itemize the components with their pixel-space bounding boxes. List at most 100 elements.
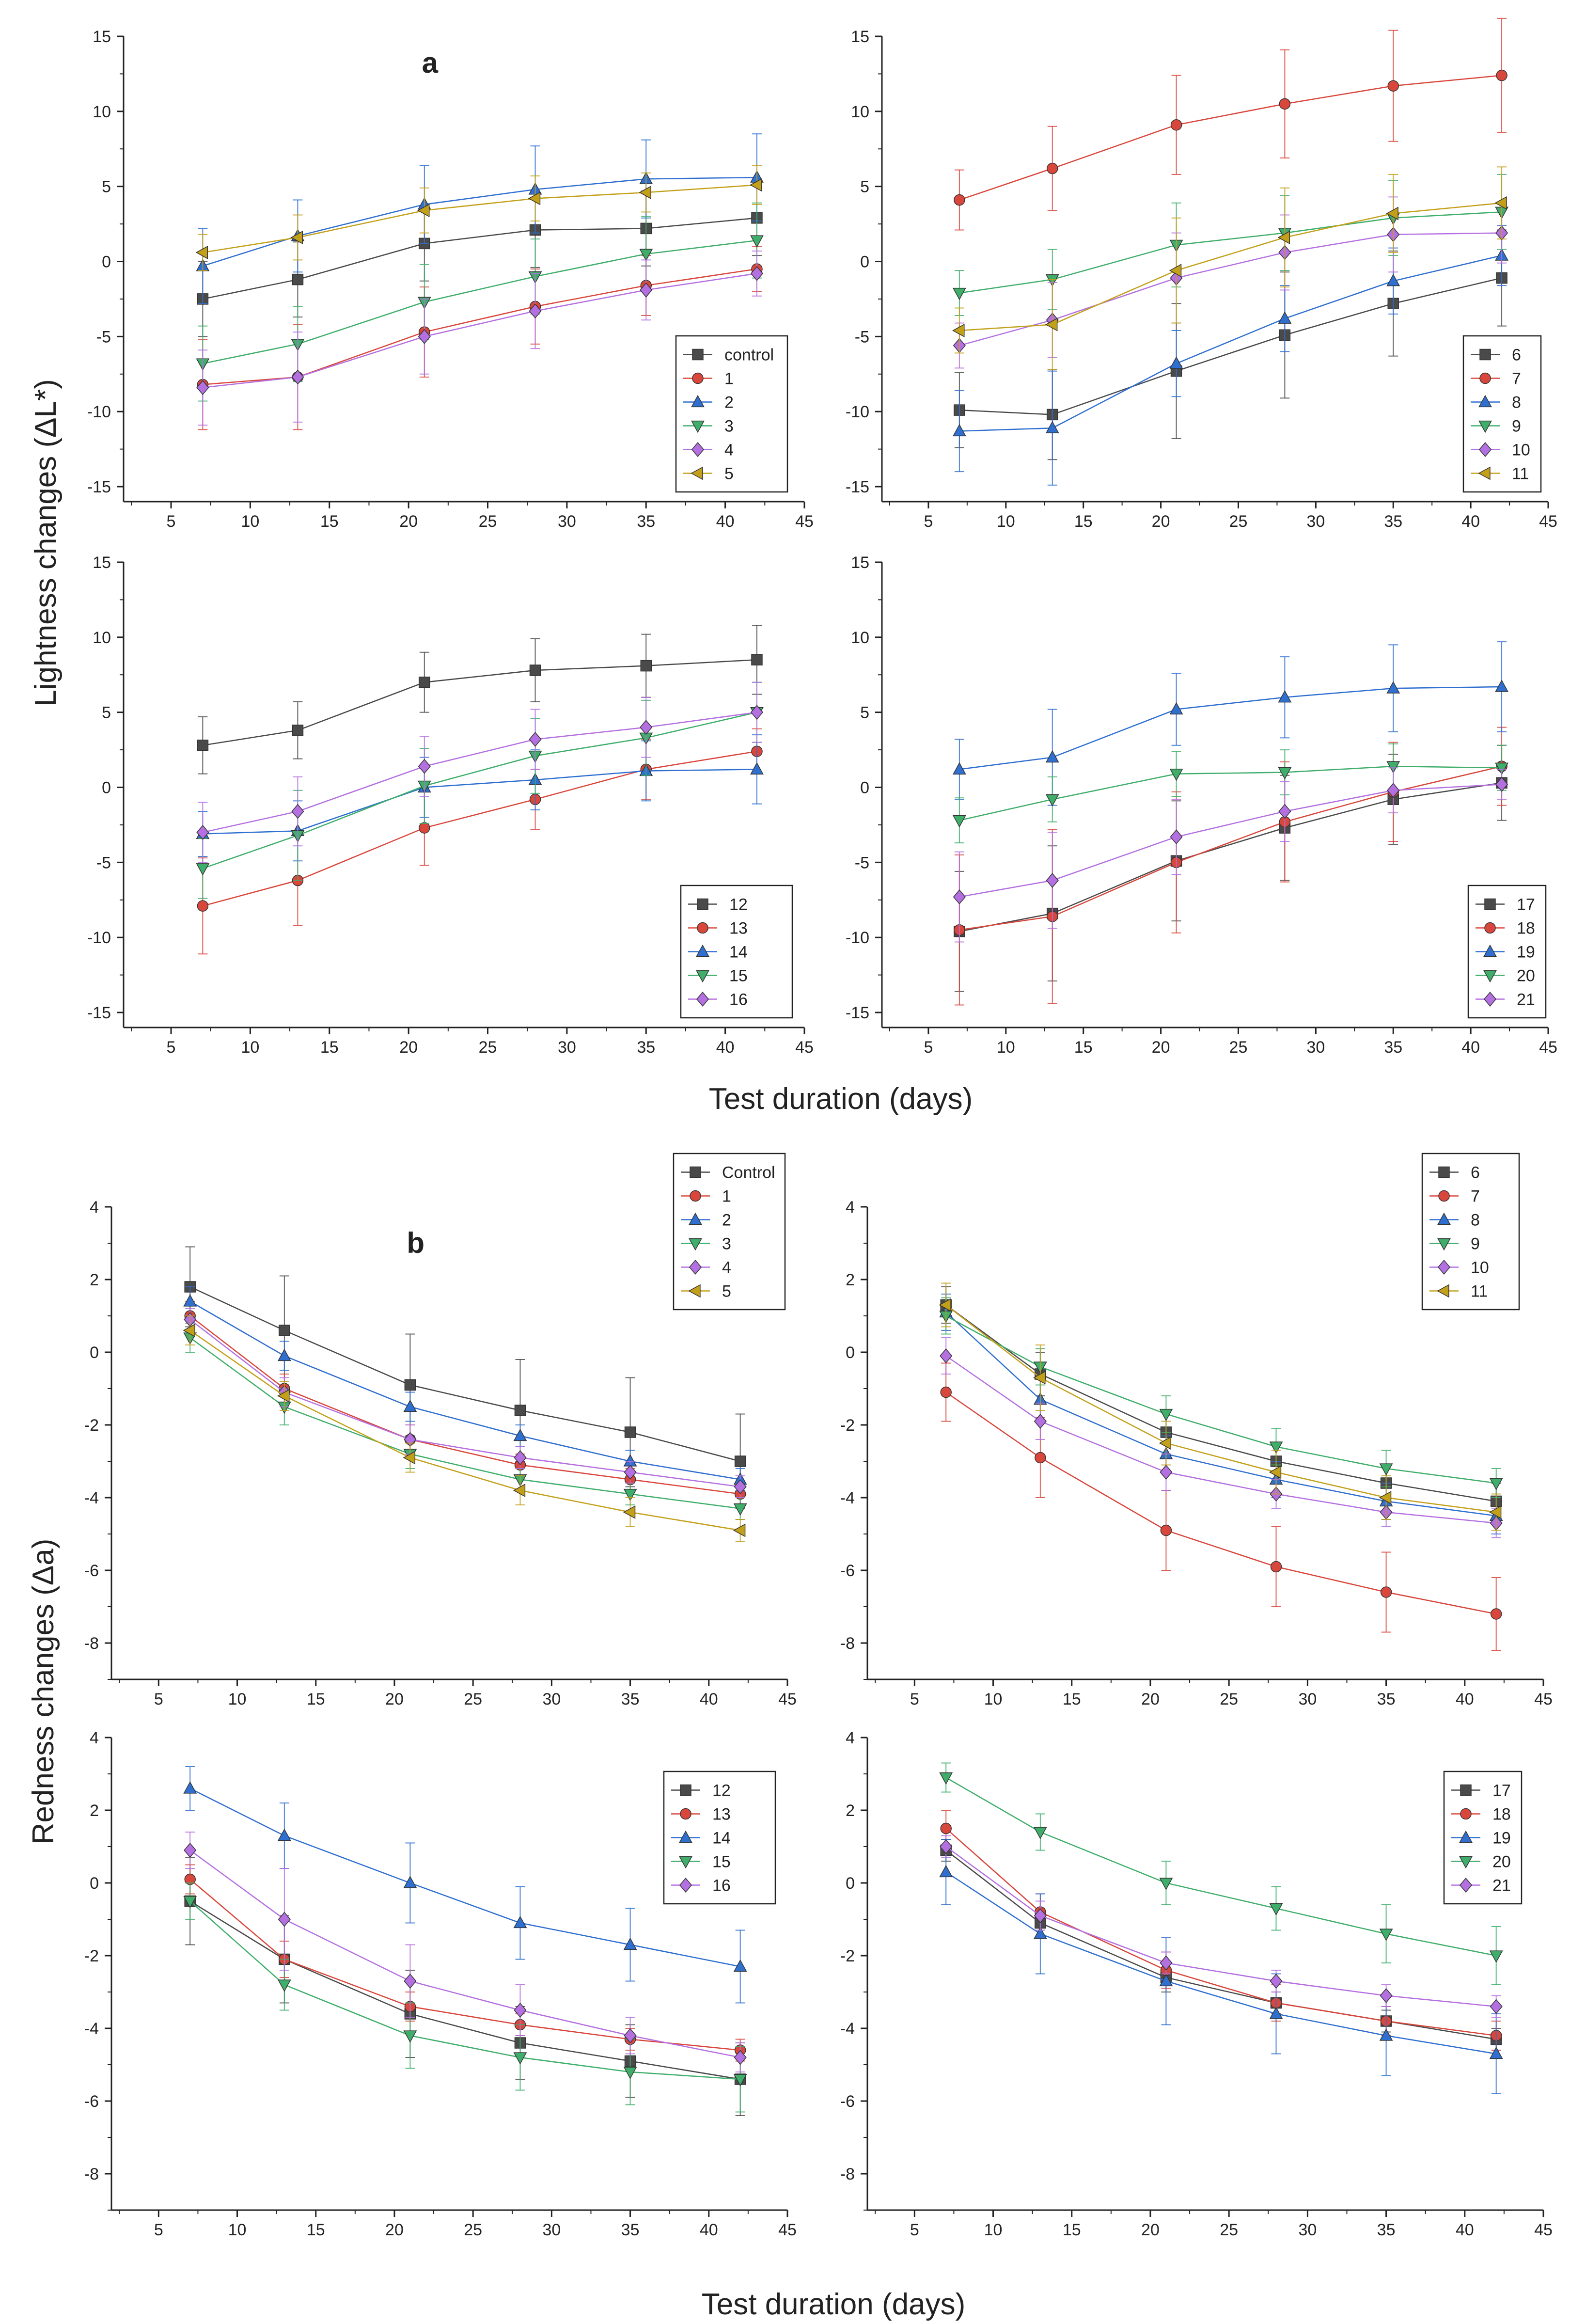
data-point bbox=[183, 1781, 197, 1794]
x-tick-label: 30 bbox=[1306, 512, 1325, 531]
x-tick-label: 10 bbox=[984, 2221, 1003, 2239]
data-point bbox=[529, 664, 541, 676]
data-point bbox=[419, 822, 430, 834]
legend-marker bbox=[1478, 466, 1491, 480]
series-line bbox=[203, 239, 757, 364]
data-point bbox=[404, 1974, 417, 1989]
x-tick-label: 20 bbox=[385, 1690, 404, 1708]
data-point bbox=[1033, 1371, 1046, 1385]
data-point bbox=[514, 1405, 526, 1416]
data-point bbox=[1045, 750, 1059, 763]
series-line bbox=[959, 765, 1502, 931]
data-point bbox=[623, 1937, 637, 1950]
x-tick-label: 20 bbox=[1152, 512, 1170, 531]
legend-marker bbox=[680, 1784, 691, 1796]
legend-marker bbox=[696, 992, 709, 1007]
series-14 bbox=[183, 1766, 747, 2004]
data-point bbox=[417, 204, 430, 218]
x-tick-label: 15 bbox=[320, 1038, 339, 1057]
data-point bbox=[513, 1428, 527, 1441]
legend-entry: 16 bbox=[671, 1877, 731, 1895]
y-tick-label: -2 bbox=[84, 1416, 99, 1435]
legend-entry: 16 bbox=[688, 991, 748, 1009]
series-line bbox=[945, 1846, 1496, 2008]
data-point bbox=[418, 759, 431, 774]
legend-label: 5 bbox=[722, 1282, 731, 1301]
legend-marker bbox=[1484, 898, 1496, 910]
chart-a4: 5 10 15 20 25 30 35 40 45 -15 -10 -5 0 5 10 15 17 18 19 20 2… bbox=[846, 553, 1557, 1057]
y-tick-label: 2 bbox=[90, 1271, 99, 1289]
data-point bbox=[1379, 1491, 1392, 1504]
data-point bbox=[291, 804, 304, 819]
series-20 bbox=[939, 1762, 1503, 1985]
y-tick-label: 10 bbox=[851, 103, 869, 121]
legend-entry: 21 bbox=[1476, 991, 1535, 1009]
series-line bbox=[203, 184, 757, 253]
data-point bbox=[640, 660, 652, 672]
data-point bbox=[1278, 690, 1292, 703]
legend-entry: 7 bbox=[1429, 1187, 1480, 1206]
series-line bbox=[945, 1871, 1496, 2055]
legend-label: 19 bbox=[1517, 943, 1535, 962]
legend: 12 13 14 15 16 bbox=[680, 885, 793, 1019]
y-tick-label: -5 bbox=[96, 854, 111, 872]
legend-label: 18 bbox=[1517, 919, 1535, 938]
series-line bbox=[189, 1319, 740, 1487]
legend-label: 8 bbox=[1471, 1211, 1480, 1230]
data-point bbox=[1160, 1465, 1173, 1480]
y-tick-label: -8 bbox=[84, 1634, 99, 1653]
data-point bbox=[1045, 794, 1059, 807]
series-21 bbox=[953, 767, 1508, 943]
x-tick-label: 40 bbox=[1461, 1038, 1480, 1057]
chart-a3: 5 10 15 20 25 30 35 40 45-15-10-5051015121314151… bbox=[87, 553, 814, 1057]
data-point bbox=[403, 1876, 417, 1888]
data-point bbox=[197, 900, 209, 912]
legend-marker bbox=[1459, 1856, 1473, 1869]
y-tick-label: -8 bbox=[84, 2165, 99, 2183]
y-tick-label: 4 bbox=[90, 1198, 99, 1217]
data-point bbox=[277, 1348, 291, 1361]
legend-entry: control bbox=[683, 346, 774, 364]
legend-entry: 1 bbox=[683, 370, 734, 388]
legend-entry: 1 bbox=[681, 1187, 731, 1206]
legend-entry: 19 bbox=[1476, 943, 1535, 962]
series-line bbox=[189, 1900, 740, 2080]
legend-entry: 6 bbox=[1471, 346, 1521, 364]
y-tick-label: -2 bbox=[840, 1416, 855, 1435]
legend-label: 15 bbox=[712, 1853, 731, 1871]
data-point bbox=[277, 1828, 291, 1841]
data-point bbox=[953, 889, 966, 905]
plots: 5 10 15 20 25 30 35 40 45-15-10-5051015acontrol1… bbox=[84, 17, 1557, 2239]
data-point bbox=[183, 1896, 197, 1909]
x-tick-label: 5 bbox=[154, 2221, 163, 2239]
data-point bbox=[1034, 1908, 1047, 1923]
x-tick-label: 35 bbox=[637, 1038, 655, 1057]
data-point bbox=[278, 1912, 291, 1927]
legend-entry: 21 bbox=[1451, 1877, 1511, 1895]
data-point bbox=[1170, 829, 1183, 845]
data-point bbox=[1046, 162, 1058, 174]
y-tick-label: -6 bbox=[84, 2092, 99, 2111]
legend: 17 18 19 20 21 bbox=[1443, 1771, 1523, 1905]
y-tick-label: 2 bbox=[846, 1271, 855, 1289]
data-point bbox=[1269, 1441, 1283, 1454]
data-point bbox=[404, 1379, 416, 1391]
legend: 6 7 8 9 10 11 bbox=[1462, 335, 1542, 493]
x-tick-label: 20 bbox=[1141, 1690, 1160, 1708]
panel-a-x-axis-title: Test duration (days) bbox=[709, 1082, 973, 1116]
y-tick-label: 4 bbox=[90, 1729, 99, 1747]
legend-label: 15 bbox=[729, 967, 748, 985]
series-line bbox=[959, 75, 1502, 201]
data-point bbox=[1379, 1929, 1393, 1941]
legend-entry: 14 bbox=[688, 943, 748, 962]
legend-entry: 20 bbox=[1451, 1853, 1511, 1871]
y-tick-label: -5 bbox=[855, 854, 869, 872]
legend-label: 9 bbox=[1512, 417, 1521, 436]
data-point bbox=[279, 1325, 290, 1336]
data-point bbox=[1279, 98, 1291, 110]
legend-entry: 5 bbox=[681, 1282, 731, 1301]
y-tick-label: 5 bbox=[102, 704, 111, 722]
panel-a-y-axis-title: Lightness changes (ΔL*) bbox=[29, 379, 63, 707]
legend-marker bbox=[691, 466, 703, 480]
x-tick-label: 35 bbox=[1384, 1038, 1402, 1057]
